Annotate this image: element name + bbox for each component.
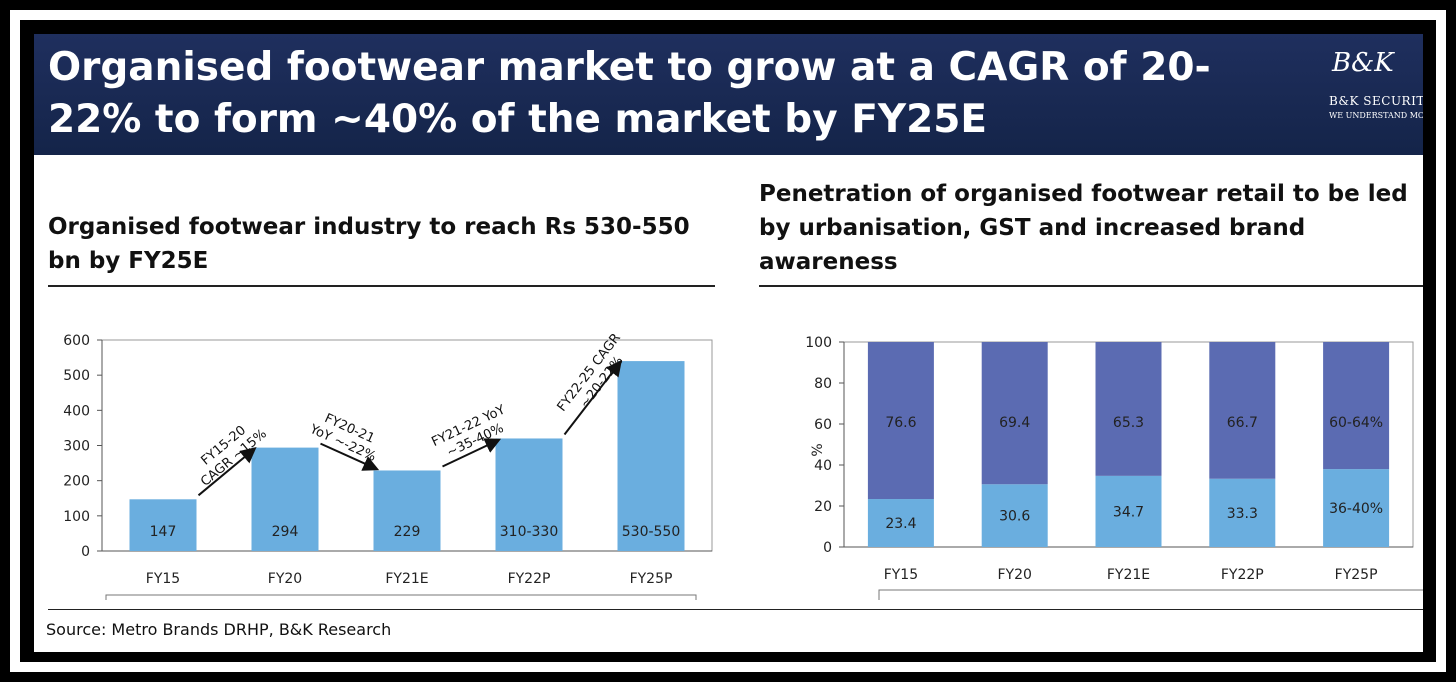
x-tick-label: FY21E xyxy=(385,571,428,587)
bar-data-label: 66.7 xyxy=(1227,415,1258,431)
bar-data-label: 147 xyxy=(150,524,177,540)
growth-arrow xyxy=(442,438,502,468)
bar-organised xyxy=(867,499,934,547)
bar-organised xyxy=(1209,478,1276,547)
growth-arrow xyxy=(320,442,380,471)
x-tick-label: FY21E xyxy=(1107,567,1150,583)
x-tick-label: FY15 xyxy=(146,571,180,587)
title-banner: Organised footwear market to grow at a C… xyxy=(34,34,1423,155)
brand-logo: B&K B&K SECURITIES WE UNDERSTAND MONEY xyxy=(1324,48,1423,138)
bar-organised xyxy=(981,484,1048,547)
y-tick-label: 0 xyxy=(823,540,832,556)
y-tick-label: 600 xyxy=(63,333,90,349)
y-tick-label: 300 xyxy=(63,439,90,455)
x-tick-label: FY22P xyxy=(1221,567,1264,583)
x-tick-label: FY15 xyxy=(884,567,918,583)
growth-arrow xyxy=(197,447,257,497)
bar xyxy=(251,447,319,551)
bar-data-label: 60-64% xyxy=(1329,415,1383,431)
x-tick-label: FY20 xyxy=(997,567,1031,583)
logo-tagline: WE UNDERSTAND MONEY xyxy=(1329,111,1423,120)
logo-mark: B&K xyxy=(1332,48,1394,78)
x-tick-label: FY22P xyxy=(508,571,551,587)
bar-unorganised xyxy=(1323,342,1390,470)
bar-data-label: 69.4 xyxy=(999,415,1030,431)
x-tick-label: FY25P xyxy=(1335,567,1378,583)
right-chart-title: Penetration of organised footwear retail… xyxy=(759,181,1408,275)
bar-unorganised xyxy=(981,342,1048,485)
y-tick-label: 60 xyxy=(814,417,832,433)
legend-box xyxy=(105,594,697,600)
bar-data-label: 34.7 xyxy=(1113,504,1144,520)
bar-organised xyxy=(1095,475,1162,547)
bar-data-label: 530-550 xyxy=(622,524,681,540)
bar-data-label: 76.6 xyxy=(885,415,916,431)
left-title-rule xyxy=(48,285,715,287)
bar-data-label: 23.4 xyxy=(885,516,916,532)
y-tick-label: 80 xyxy=(814,376,832,392)
y-tick-label: 400 xyxy=(63,403,90,419)
x-tick-label: FY20 xyxy=(268,571,302,587)
bar-unorganised xyxy=(867,342,934,500)
footer-rule xyxy=(48,609,1423,610)
left-chart-title: Organised footwear industry to reach Rs … xyxy=(48,214,690,274)
bar xyxy=(617,361,685,551)
bar xyxy=(495,438,563,551)
right-stacked-bar-chart: 0 20 40 60 80 100% 23.4 76.6 FY15 30.6 69.4 FY20 34.… xyxy=(805,335,1423,600)
bar-data-label: 36-40% xyxy=(1329,501,1383,517)
bar-data-label: 294 xyxy=(272,524,299,540)
y-tick-label: 40 xyxy=(814,458,832,474)
bar-unorganised xyxy=(1209,342,1276,479)
y-tick-label: 0 xyxy=(81,544,90,560)
left-bar-chart: 0 100 200 300 400 500 600 147 FY15 294 FY20 229 FY21… xyxy=(63,331,713,600)
slide: Organised footwear market to grow at a C… xyxy=(34,34,1423,652)
bar xyxy=(129,499,197,551)
legend-box xyxy=(878,589,1423,600)
y-axis-title: % xyxy=(810,443,826,456)
x-tick-label: FY25P xyxy=(630,571,673,587)
source-note: Source: Metro Brands DRHP, B&K Research xyxy=(46,620,392,639)
bar-data-label: 310-330 xyxy=(500,524,559,540)
bar-data-label: 229 xyxy=(394,524,421,540)
y-tick-label: 200 xyxy=(63,474,90,490)
growth-arrow xyxy=(563,359,622,436)
y-tick-label: 100 xyxy=(63,509,90,525)
bar-data-label: 33.3 xyxy=(1227,506,1258,522)
y-tick-label: 500 xyxy=(63,368,90,384)
page-title: Organised footwear market to grow at a C… xyxy=(48,45,1211,142)
y-tick-label: 100 xyxy=(805,335,832,351)
bar-organised xyxy=(1323,469,1390,547)
bar xyxy=(373,470,441,551)
y-tick-label: 20 xyxy=(814,499,832,515)
bar-data-label: 30.6 xyxy=(999,509,1030,525)
bar-data-label: 65.3 xyxy=(1113,415,1144,431)
right-title-rule xyxy=(759,285,1423,287)
logo-name: B&K SECURITIES xyxy=(1329,94,1423,108)
bar-unorganised xyxy=(1095,342,1162,476)
